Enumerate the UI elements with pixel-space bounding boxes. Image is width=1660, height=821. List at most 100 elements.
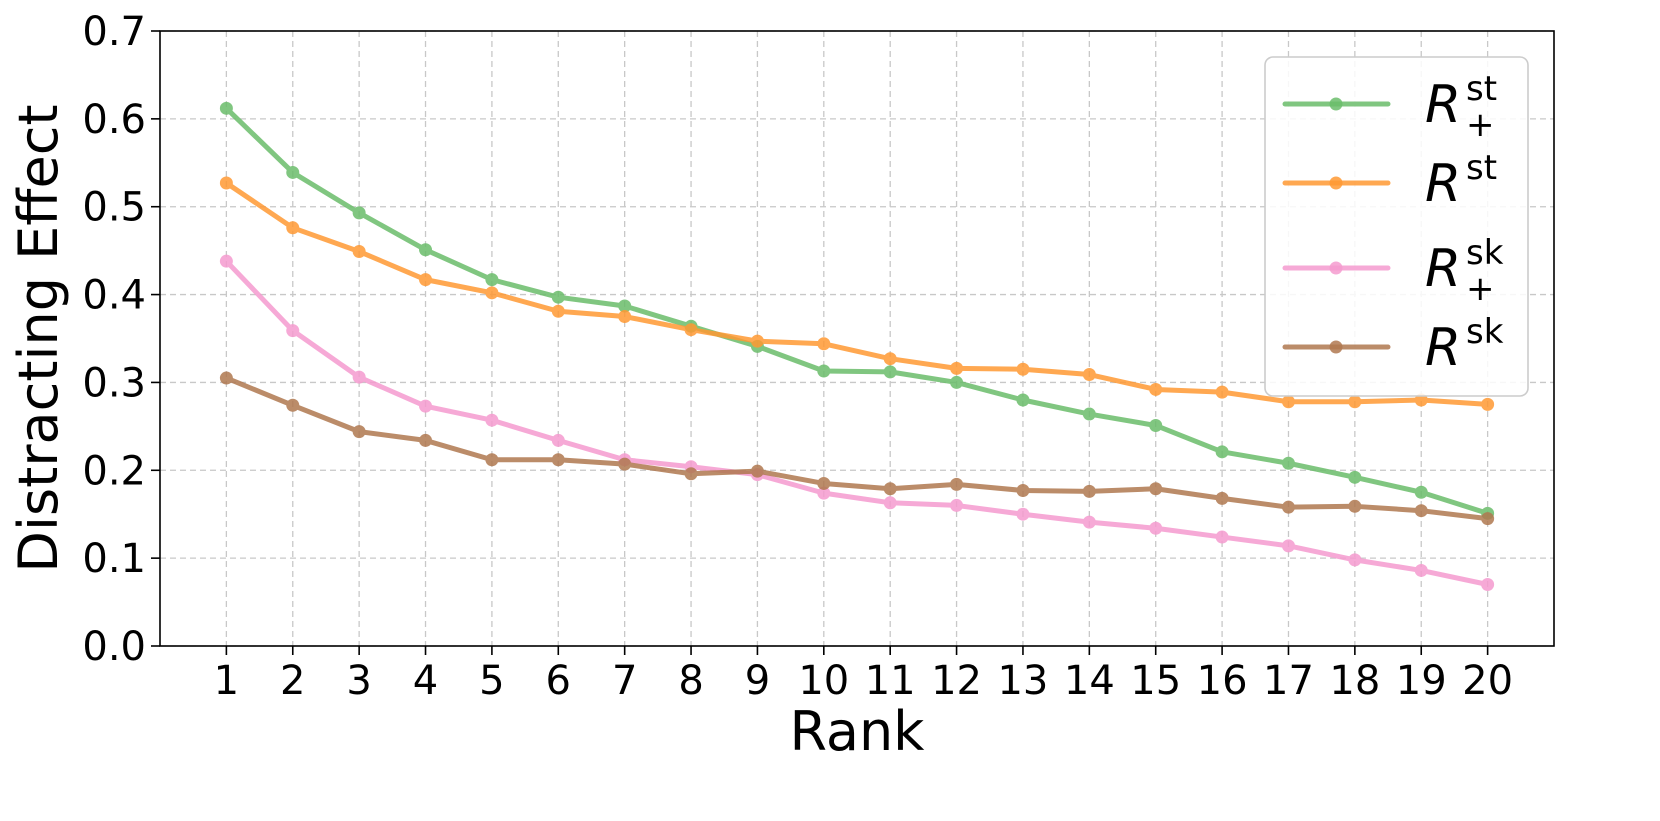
legend-marker — [1329, 340, 1343, 354]
data-point — [1481, 578, 1495, 591]
data-point — [883, 482, 897, 496]
legend-label-superscript: st — [1466, 148, 1497, 188]
legend-marker — [1329, 261, 1343, 275]
data-point — [419, 399, 433, 413]
plot-frame — [159, 30, 1555, 647]
legend-label-subscript: + — [1466, 269, 1495, 309]
x-tick-label: 12 — [931, 658, 982, 704]
data-point — [485, 453, 499, 467]
data-point — [485, 413, 499, 427]
x-tick-label: 3 — [346, 658, 371, 704]
x-tick-label: 16 — [1197, 658, 1248, 704]
data-point — [684, 467, 698, 481]
x-tick-label: 5 — [479, 658, 504, 704]
y-tick-label: 0.4 — [82, 273, 146, 319]
legend-label-subscript: + — [1466, 105, 1495, 145]
x-tick-label: 2 — [280, 658, 305, 704]
x-tick-label: 7 — [612, 658, 637, 704]
legend-label-superscript: sk — [1466, 233, 1504, 273]
legend-label-base: R — [1425, 318, 1461, 378]
data-point — [750, 464, 764, 478]
x-tick-label: 18 — [1329, 658, 1380, 704]
data-point — [1149, 521, 1163, 535]
data-point — [1082, 368, 1096, 382]
x-tick-label: 14 — [1064, 658, 1115, 704]
x-tick-label: 8 — [678, 658, 703, 704]
x-tick-label: 6 — [546, 658, 571, 704]
data-point — [419, 433, 433, 447]
data-point — [1082, 484, 1096, 498]
y-tick-label: 0.0 — [82, 624, 146, 670]
x-tick-label: 1 — [214, 658, 239, 704]
data-point — [1016, 393, 1030, 407]
series-2 — [219, 176, 1495, 411]
y-tick-label: 0.6 — [82, 97, 146, 143]
legend-marker — [1329, 176, 1343, 190]
data-point — [551, 290, 565, 304]
y-tick-label: 0.2 — [82, 448, 146, 494]
data-point — [551, 433, 565, 447]
data-point — [485, 273, 499, 287]
data-point — [883, 365, 897, 379]
x-axis-label: Rank — [790, 700, 926, 763]
data-point — [817, 476, 831, 490]
data-point — [286, 324, 300, 338]
data-point — [1414, 563, 1428, 577]
data-point — [551, 453, 565, 467]
data-point — [1016, 483, 1030, 497]
data-point — [1414, 504, 1428, 518]
data-point — [286, 165, 300, 179]
data-point — [1082, 515, 1096, 529]
data-point — [352, 206, 366, 220]
data-point — [1016, 507, 1030, 521]
data-point — [1481, 397, 1495, 411]
data-point — [1215, 491, 1229, 505]
x-tick-label: 10 — [798, 658, 849, 704]
y-tick-label: 0.1 — [82, 536, 146, 582]
x-tick-label: 20 — [1462, 658, 1513, 704]
data-point — [950, 375, 964, 389]
x-tick-label: 13 — [997, 658, 1048, 704]
y-tick-label: 0.7 — [82, 9, 146, 55]
data-point — [950, 477, 964, 491]
data-point — [286, 398, 300, 412]
data-point — [750, 334, 764, 348]
data-point — [419, 273, 433, 287]
data-point — [618, 310, 632, 324]
x-tick-label: 11 — [865, 658, 916, 704]
data-point — [1149, 482, 1163, 496]
data-point — [817, 337, 831, 351]
y-tick-label: 0.3 — [82, 360, 146, 406]
data-point — [1281, 395, 1295, 409]
data-point — [1215, 445, 1229, 459]
data-point — [1348, 470, 1362, 484]
data-point — [817, 364, 831, 378]
series-line — [223, 258, 1491, 587]
data-point — [883, 496, 897, 510]
data-point — [817, 486, 831, 500]
series-line — [223, 375, 1491, 522]
data-point — [1481, 512, 1495, 526]
x-tick-label: 17 — [1263, 658, 1314, 704]
x-axis-ticks: 1 2 3 4 5 6 7 8 9 10 11 12 13 14 15 16 17 18 19 20 — [214, 646, 1513, 704]
data-point — [219, 176, 233, 190]
x-tick-label: 9 — [745, 658, 770, 704]
data-point — [286, 221, 300, 235]
data-point — [1149, 418, 1163, 432]
data-point — [352, 370, 366, 384]
data-point — [1215, 385, 1229, 399]
x-tick-label: 19 — [1396, 658, 1447, 704]
legend-marker — [1329, 97, 1343, 111]
series-line — [223, 180, 1491, 407]
data-point — [419, 243, 433, 257]
legend-box — [1264, 56, 1529, 397]
data-point — [352, 425, 366, 439]
data-point — [219, 254, 233, 268]
data-point — [618, 457, 632, 471]
data-point — [1016, 362, 1030, 376]
series-1 — [219, 101, 1495, 520]
